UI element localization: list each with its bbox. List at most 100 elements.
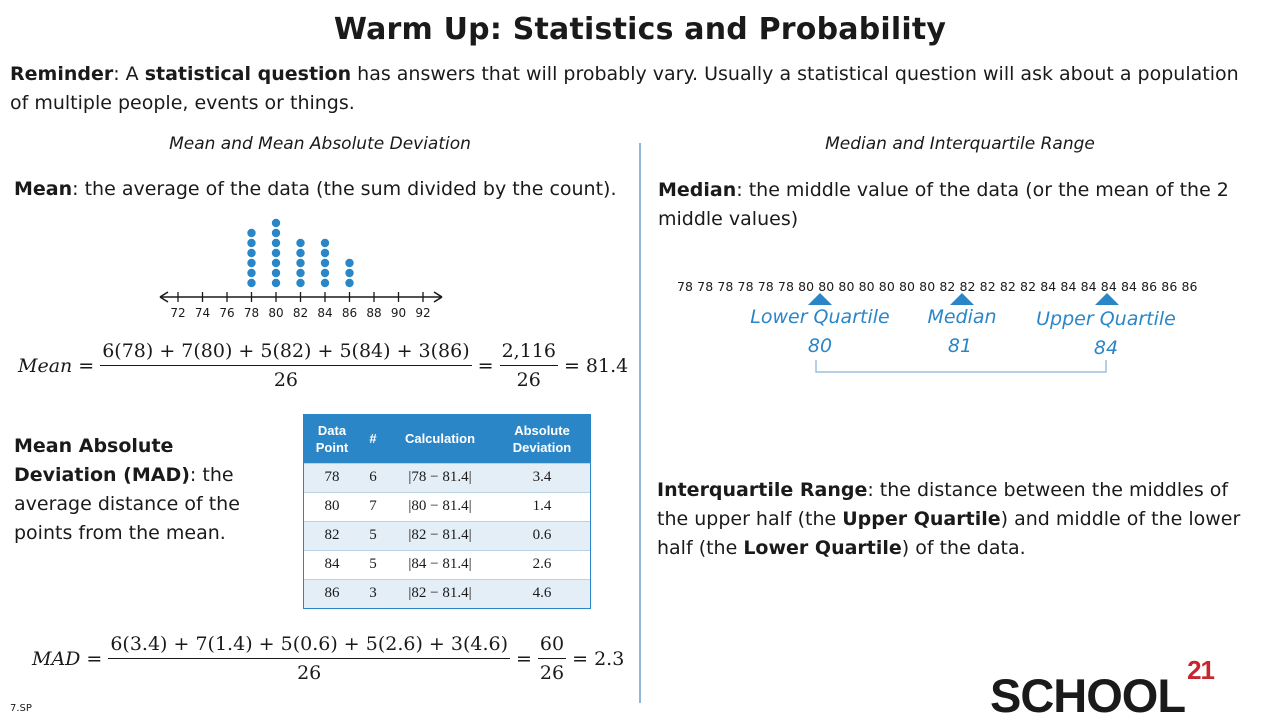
iqr-bold-lower: Lower Quartile — [743, 537, 902, 559]
reminder-bold: statistical question — [144, 63, 352, 85]
dot-plot: 72 74 76 78 80 82 84 86 88 90 92 — [159, 218, 443, 320]
axis-tick-label: 88 — [366, 306, 381, 320]
median-definition: Median: the middle value of the data (or… — [658, 176, 1258, 234]
axis-tick-label: 90 — [391, 306, 406, 320]
table-row: 82 5 |82 − 81.4| 0.6 — [304, 520, 590, 550]
data-dot — [247, 238, 256, 248]
upper-quartile-value: 84 — [1093, 337, 1119, 359]
data-dot — [296, 238, 305, 248]
table-header-count: # — [360, 415, 386, 463]
data-dot — [320, 238, 330, 248]
table-header-row: Data Point # Calculation Absolute Deviat… — [304, 415, 590, 463]
reminder-text-2: has answers that will probably vary. Usu… — [10, 63, 1239, 114]
table-cell: 3.4 — [494, 462, 590, 492]
table-cell: 86 — [304, 578, 360, 608]
table-cell: 5 — [360, 520, 386, 550]
mean-equation: Mean = 6(78) + 7(80) + 5(82) + 5(84) + 3(… — [18, 340, 629, 391]
axis-tick-label: 82 — [293, 306, 308, 320]
logo-sup: 21 — [1187, 655, 1215, 686]
table-cell: 2.6 — [494, 549, 590, 579]
table-row: 78 6 |78 − 81.4| 3.4 — [304, 462, 590, 492]
data-dot — [271, 228, 281, 238]
data-dot — [296, 278, 305, 288]
mean-eq-lhs: Mean — [18, 354, 73, 377]
data-dot — [345, 268, 354, 278]
iqr-text-3: ) of the data. — [901, 537, 1026, 559]
axis-tick-label: 76 — [219, 306, 234, 320]
median-def-text: : the middle value of the data (or the m… — [658, 179, 1229, 230]
mad-definition: Mean Absolute Deviation (MAD): the avera… — [14, 432, 284, 548]
ordered-data-list: 78 78 78 78 78 78 80 80 80 80 80 80 80 8… — [677, 279, 1198, 294]
data-dot — [320, 258, 330, 268]
mad-def-line4: points from the mean. — [14, 522, 226, 544]
data-dot — [271, 268, 281, 278]
table-header-abs-dev: Absolute Deviation — [494, 415, 590, 463]
axis-right-arrow-icon — [433, 291, 443, 303]
data-dot — [320, 268, 330, 278]
mad-equation: MAD = 6(3.4) + 7(1.4) + 5(0.6) + 5(2.6) +… — [32, 633, 625, 684]
mean-def-text: : the average of the data (the sum divid… — [72, 178, 617, 200]
table-row: 84 5 |84 − 81.4| 2.6 — [304, 549, 590, 579]
mad-eq-denominator-2: 26 — [539, 662, 565, 684]
data-dot — [345, 258, 354, 268]
mad-table: Data Point # Calculation Absolute Deviat… — [303, 414, 591, 609]
lower-quartile-value: 80 — [807, 335, 833, 357]
data-dot — [247, 248, 256, 258]
data-dot — [296, 268, 305, 278]
table-cell: 4.6 — [494, 578, 590, 608]
data-dot — [271, 278, 281, 288]
mad-eq-fraction: 6(3.4) + 7(1.4) + 5(0.6) + 5(2.6) + 3(4.… — [108, 633, 510, 684]
median-value: 81 — [947, 335, 973, 357]
mad-def-line2: : the — [189, 464, 234, 486]
left-heading: Mean and Mean Absolute Deviation — [169, 134, 471, 154]
school21-logo: SCHOOL21 — [990, 655, 1215, 720]
iqr-definition: Interquartile Range: the distance betwee… — [657, 476, 1257, 563]
median-arrow-icon — [950, 293, 974, 305]
reminder-text-1: : A — [113, 63, 145, 85]
mad-eq-numerator: 6(3.4) + 7(1.4) + 5(0.6) + 5(2.6) + 3(4.… — [108, 633, 510, 659]
table-cell: 82 — [304, 520, 360, 550]
mad-def-line3: average distance of the — [14, 493, 240, 515]
mean-eq-denominator-2: 26 — [516, 369, 541, 391]
mean-eq-denominator: 26 — [273, 369, 298, 391]
data-dot — [247, 278, 256, 288]
data-dot — [320, 248, 330, 258]
lower-quartile-arrow-icon — [808, 293, 832, 305]
iqr-text-1: : the distance between the middles of th… — [657, 479, 1229, 530]
standard-code: 7.SP — [10, 703, 32, 714]
lower-quartile-label: Lower Quartile — [750, 306, 890, 328]
iqr-bracket — [815, 360, 1107, 373]
table-cell: 6 — [360, 462, 386, 492]
table-cell: 3 — [360, 578, 386, 608]
axis-tick-label: 84 — [317, 306, 332, 320]
data-dot — [271, 258, 281, 268]
data-dot — [271, 238, 281, 248]
data-dot — [247, 258, 256, 268]
table-cell: 1.4 — [494, 491, 590, 521]
table-cell: 5 — [360, 549, 386, 579]
axis-left-arrow-icon — [159, 291, 169, 303]
column-divider — [639, 143, 641, 703]
upper-quartile-arrow-icon — [1095, 293, 1119, 305]
data-dot — [296, 258, 305, 268]
table-row: 80 7 |80 − 81.4| 1.4 — [304, 491, 590, 521]
right-heading: Median and Interquartile Range — [825, 134, 1095, 154]
mean-definition: Mean: the average of the data (the sum d… — [14, 175, 629, 204]
logo-text: SCHOOL — [990, 669, 1186, 720]
table-cell: 7 — [360, 491, 386, 521]
reminder-label: Reminder — [10, 63, 114, 85]
data-dot — [271, 248, 281, 258]
axis-tick-label: 78 — [244, 306, 259, 320]
mad-eq-fraction-2: 60 26 — [537, 633, 567, 684]
axis-tick-label: 74 — [195, 306, 210, 320]
data-dot — [247, 268, 256, 278]
mad-label-line1: Mean Absolute — [14, 435, 174, 457]
mad-eq-denominator: 26 — [297, 662, 322, 684]
data-dot — [247, 228, 256, 238]
mad-eq-numerator-2: 60 — [537, 633, 567, 659]
table-cell: 80 — [304, 491, 360, 521]
mad-eq-result: = 2.3 — [572, 647, 625, 670]
axis-tick-label: 92 — [415, 306, 430, 320]
table-cell: 0.6 — [494, 520, 590, 550]
mean-eq-fraction-2: 2,116 26 — [499, 340, 558, 391]
